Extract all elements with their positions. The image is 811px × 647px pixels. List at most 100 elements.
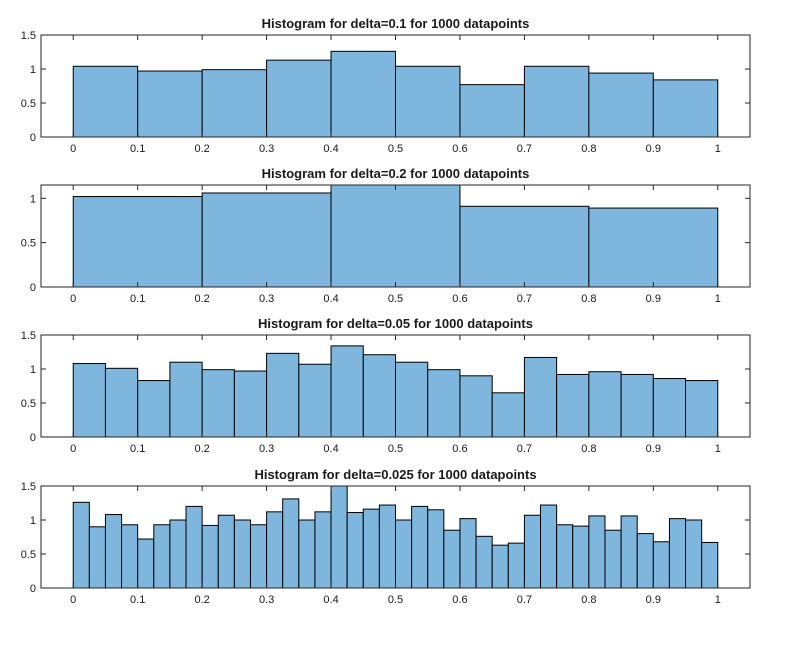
x-tick-label: 1 [715, 143, 721, 155]
histogram-bar [201, 192, 332, 288]
x-tick-label: 0.6 [452, 594, 467, 606]
histogram-bar [443, 529, 461, 589]
histogram-bar [362, 508, 380, 589]
histogram-bar [507, 542, 525, 589]
x-tick-label: 0.1 [130, 143, 145, 155]
x-tick-label: 0.6 [452, 143, 467, 155]
x-tick-label: 0.3 [259, 143, 274, 155]
histogram-bar [282, 498, 300, 589]
histogram-bar [540, 504, 558, 589]
histogram-bar [588, 72, 654, 138]
x-tick-label: 1 [715, 293, 721, 305]
x-tick-label: 0 [70, 293, 76, 305]
histogram-bar [217, 514, 235, 589]
histogram-bar [668, 518, 687, 589]
x-tick-label: 0.9 [646, 293, 661, 305]
x-tick-label: 0.5 [388, 143, 403, 155]
x-tick-label: 0.1 [130, 594, 145, 606]
histogram-bar [137, 70, 203, 138]
x-tick-label: 0.6 [452, 293, 467, 305]
histogram-bar [233, 519, 251, 589]
histogram-bar [572, 525, 590, 589]
histogram-bar [233, 370, 268, 438]
y-tick-label: 0 [30, 282, 36, 294]
histogram-bar [395, 361, 429, 438]
histogram-bar [201, 524, 219, 589]
histogram-bar [330, 485, 348, 589]
histogram-bar [491, 544, 509, 589]
histogram-bar [685, 519, 703, 589]
histogram-bar [588, 515, 606, 589]
x-tick-label: 0.1 [130, 443, 145, 455]
x-tick-label: 0.5 [388, 443, 403, 455]
histogram-bar [378, 504, 396, 589]
histogram-bar [88, 526, 106, 589]
histogram-bar [362, 354, 397, 438]
x-tick-label: 0.3 [259, 594, 274, 606]
histogram-bar [153, 524, 171, 589]
histogram-bar [620, 373, 654, 438]
x-tick-label: 0.8 [581, 443, 596, 455]
histogram-bar [298, 363, 332, 438]
histogram-bar [104, 367, 139, 438]
histogram-bar [249, 524, 268, 589]
x-tick-label: 0.9 [646, 443, 661, 455]
histogram-bar [121, 524, 139, 589]
x-tick-label: 0 [70, 143, 76, 155]
histogram-bar [137, 380, 171, 438]
histogram-bar [652, 79, 719, 138]
y-tick-label: 1 [30, 364, 36, 376]
x-tick-label: 0.6 [452, 443, 467, 455]
histogram-bar [72, 501, 90, 589]
histogram-bar [475, 535, 493, 589]
histogram-bar [523, 514, 542, 589]
histogram-bar [459, 205, 590, 288]
histogram-bar [137, 538, 155, 589]
y-tick-label: 0.5 [21, 549, 36, 561]
histogram-bar [201, 69, 268, 138]
chart-title: Histogram for delta=0.025 for 1000 datap… [254, 467, 536, 482]
histogram-bar [104, 514, 123, 589]
x-tick-label: 0.2 [194, 143, 209, 155]
histogram-bar [652, 541, 670, 589]
histogram-bar [685, 380, 719, 438]
histogram-bar [459, 518, 477, 589]
y-tick-label: 1 [30, 193, 36, 205]
histogram-bar [330, 345, 364, 438]
x-tick-label: 0.7 [517, 143, 532, 155]
x-tick-label: 0.4 [323, 443, 338, 455]
x-tick-label: 0.3 [259, 293, 274, 305]
histogram-bar [636, 533, 654, 589]
histogram-bar [266, 511, 284, 589]
y-tick-label: 0.5 [21, 398, 36, 410]
x-tick-label: 0.5 [388, 594, 403, 606]
histogram-bar [185, 505, 203, 589]
histogram-bar [330, 184, 461, 288]
y-tick-label: 1.5 [21, 481, 36, 493]
y-tick-label: 1.5 [21, 330, 36, 342]
y-tick-label: 0 [30, 583, 36, 595]
x-tick-label: 1 [715, 594, 721, 606]
histogram-bar [395, 65, 461, 138]
x-tick-label: 0.9 [646, 143, 661, 155]
histogram-bar [523, 65, 590, 138]
x-tick-label: 0.4 [323, 594, 338, 606]
x-tick-label: 0.4 [323, 293, 338, 305]
x-tick-label: 0 [70, 443, 76, 455]
histogram-bar [169, 361, 203, 438]
y-tick-label: 1 [30, 515, 36, 527]
y-tick-label: 0 [30, 432, 36, 444]
x-tick-label: 0.7 [517, 594, 532, 606]
x-tick-label: 0.7 [517, 443, 532, 455]
histogram-bar [652, 378, 687, 438]
histogram-bar [556, 524, 574, 589]
x-tick-label: 0.9 [646, 594, 661, 606]
histogram-bar [459, 375, 493, 438]
x-tick-label: 0.2 [194, 594, 209, 606]
histogram-bar [459, 84, 525, 138]
x-tick-label: 0.2 [194, 293, 209, 305]
x-tick-label: 0.1 [130, 293, 145, 305]
histogram-bar [523, 356, 558, 438]
